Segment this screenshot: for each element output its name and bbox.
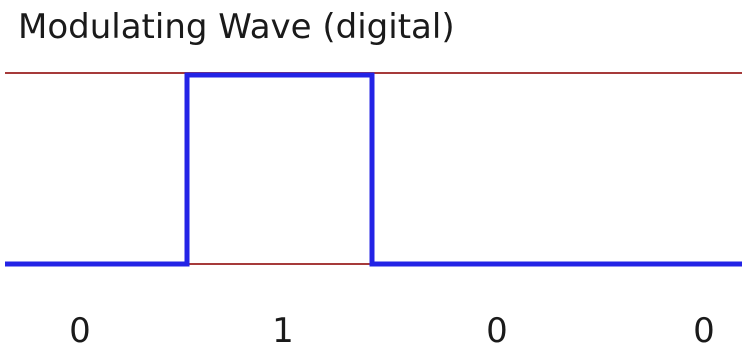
bit-label: 0 bbox=[486, 311, 508, 349]
diagram-title: Modulating Wave (digital) bbox=[18, 7, 455, 47]
bit-label: 0 bbox=[69, 311, 91, 349]
bit-label: 1 bbox=[272, 311, 294, 349]
digital-square-wave bbox=[5, 72, 742, 267]
bit-label: 0 bbox=[693, 311, 715, 349]
